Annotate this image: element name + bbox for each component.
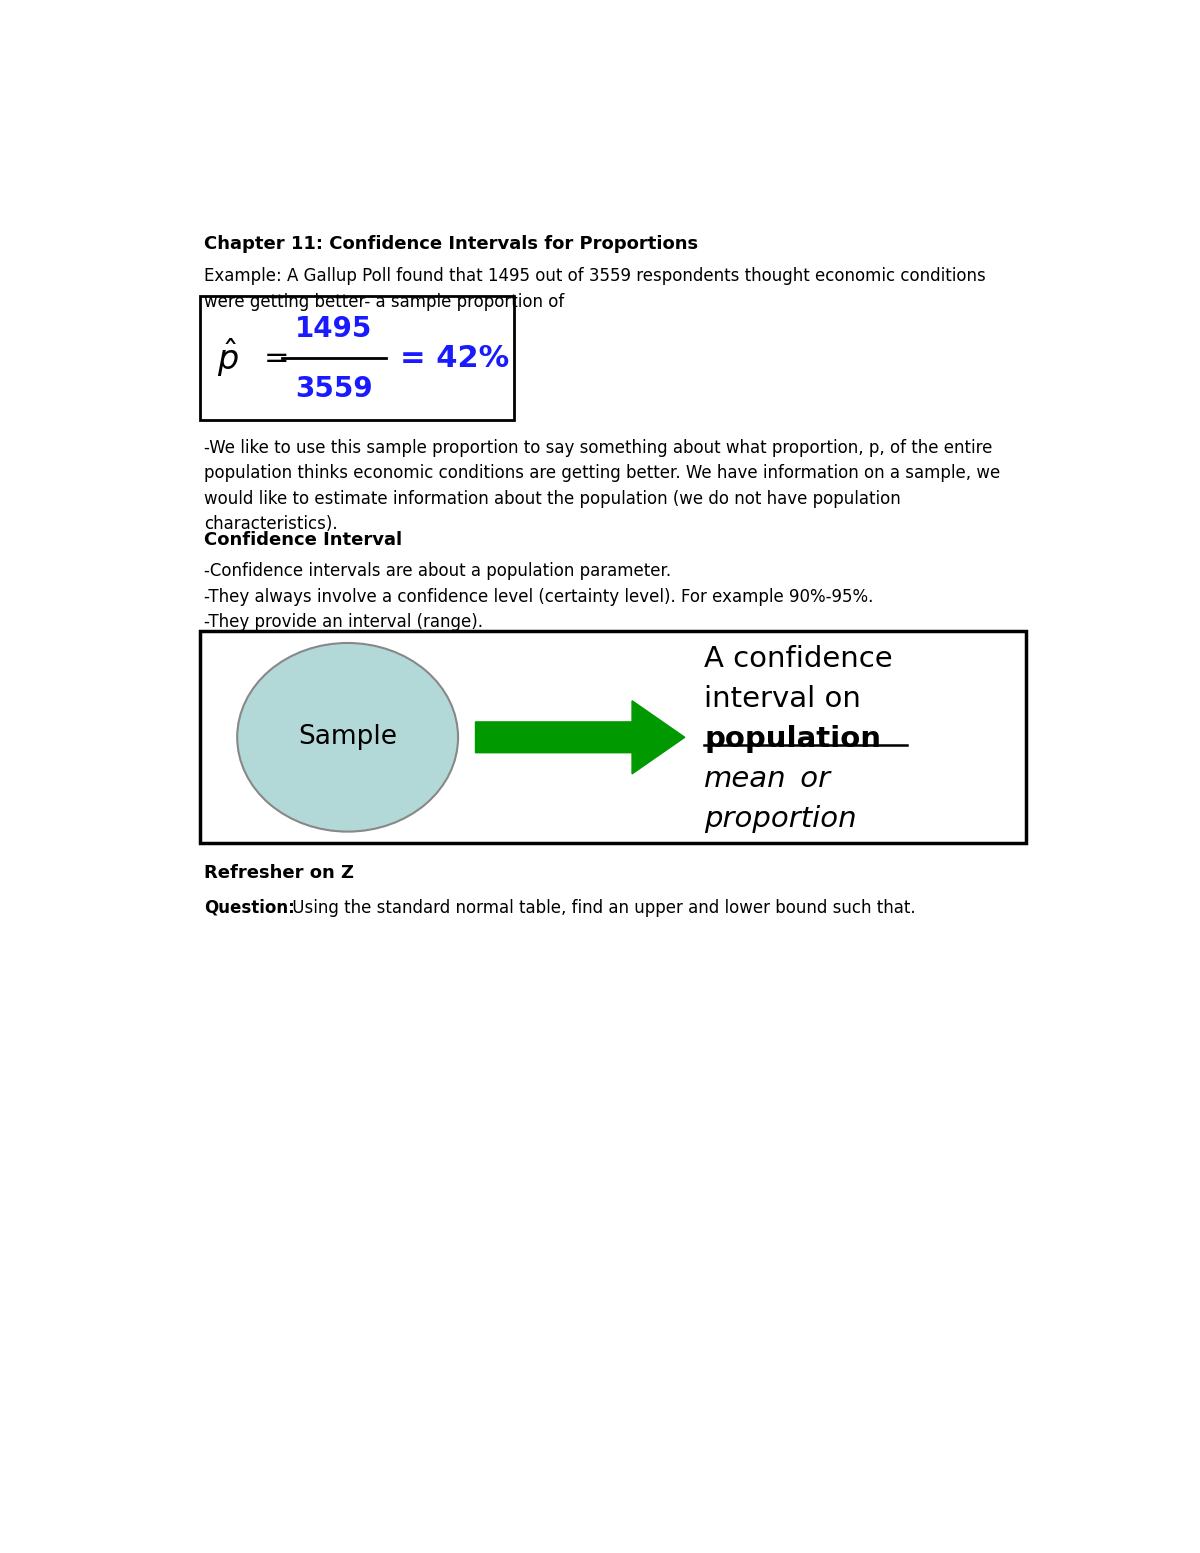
- Text: Confidence Interval: Confidence Interval: [204, 531, 402, 550]
- Text: were getting better- a sample proportion of: were getting better- a sample proportion…: [204, 292, 564, 311]
- Text: -Confidence intervals are about a population parameter.: -Confidence intervals are about a popula…: [204, 562, 671, 581]
- Text: = 42%: = 42%: [401, 343, 510, 373]
- Polygon shape: [475, 700, 685, 773]
- Text: Chapter 11: Confidence Intervals for Proportions: Chapter 11: Confidence Intervals for Pro…: [204, 235, 698, 253]
- Text: proportion: proportion: [704, 804, 857, 832]
- Text: Refresher on Z: Refresher on Z: [204, 863, 354, 882]
- FancyBboxPatch shape: [200, 297, 515, 419]
- Text: Example: A Gallup Poll found that 1495 out of 3559 respondents thought economic : Example: A Gallup Poll found that 1495 o…: [204, 267, 986, 286]
- Text: 3559: 3559: [295, 374, 372, 402]
- Text: population thinks economic conditions are getting better. We have information on: population thinks economic conditions ar…: [204, 464, 1001, 483]
- Text: or: or: [791, 764, 830, 792]
- Text: 1495: 1495: [295, 315, 372, 343]
- Text: -They always involve a confidence level (certainty level). For example 90%-95%.: -They always involve a confidence level …: [204, 587, 874, 606]
- Text: -They provide an interval (range).: -They provide an interval (range).: [204, 613, 484, 631]
- Text: mean: mean: [704, 764, 787, 792]
- Text: Sample: Sample: [298, 724, 397, 750]
- Text: population: population: [704, 725, 881, 753]
- Text: characteristics).: characteristics).: [204, 516, 338, 533]
- Text: Question:: Question:: [204, 899, 295, 916]
- Text: would like to estimate information about the population (we do not have populati: would like to estimate information about…: [204, 489, 901, 508]
- Text: -We like to use this sample proportion to say something about what proportion, p: -We like to use this sample proportion t…: [204, 439, 992, 457]
- Text: Using the standard normal table, find an upper and lower bound such that.: Using the standard normal table, find an…: [287, 899, 916, 916]
- Ellipse shape: [238, 643, 458, 831]
- Text: $\hat{p}$: $\hat{p}$: [217, 337, 239, 379]
- FancyBboxPatch shape: [200, 632, 1026, 843]
- Text: A confidence: A confidence: [704, 644, 893, 672]
- Text: interval on: interval on: [704, 685, 862, 713]
- Text: =: =: [264, 343, 289, 373]
